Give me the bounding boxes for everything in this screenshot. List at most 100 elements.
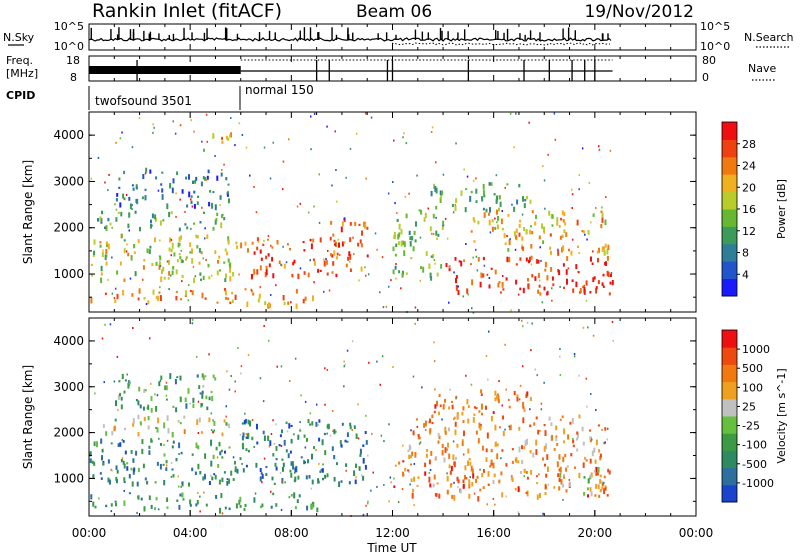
range-gate-cell [412,246,415,252]
range-gate-speckle [180,485,182,488]
range-gate-speckle [317,423,319,426]
range-gate-speckle [588,181,591,184]
range-gate-cell [115,502,117,507]
range-gate-cell [167,277,170,280]
range-gate-cell [408,454,411,459]
range-gate-cell [555,425,558,431]
range-gate-cell [202,275,205,280]
range-gate-cell [290,438,293,444]
range-gate-cell [256,269,259,275]
range-gate-cell [144,195,147,201]
range-gate-speckle [280,264,283,267]
range-gate-speckle [444,217,447,220]
range-gate-cell [267,253,270,257]
range-gate-cell [441,190,444,196]
range-gate-cell [450,483,453,486]
range-gate-cell [147,300,150,305]
range-gate-cell [219,195,222,200]
range-gate-cell [215,218,218,222]
range-gate-cell [533,422,536,426]
range-gate-cell [317,480,320,484]
range-gate-cell [495,199,498,204]
range-gate-speckle [353,253,355,256]
range-gate-cell [155,261,158,266]
range-gate-cell [341,221,344,227]
range-gate-speckle [263,325,265,327]
range-gate-cell [349,425,352,430]
range-gate-speckle [453,271,455,274]
range-gate-cell [332,233,335,237]
time-tick-label: 08:00 [274,526,309,540]
range-gate-cell [143,297,146,300]
range-gate-speckle [126,243,128,246]
range-gate-cell [548,210,551,216]
range-gate-cell [171,187,174,194]
range-gate-speckle [551,287,553,290]
range-gate-cell [523,468,526,473]
range-gate-cell [468,484,471,489]
range-gate-cell [150,504,153,509]
power-ylabel: Slant Range [km] [21,160,35,264]
range-gate-speckle [326,125,328,128]
range-gate-speckle [159,265,162,267]
range-gate-speckle [179,124,182,127]
colorbar-segment [722,347,737,365]
range-gate-cell [290,472,293,478]
range-gate-cell [494,442,497,447]
time-tick-label: 00:00 [679,526,714,540]
range-gate-speckle [511,203,513,206]
range-gate-speckle [452,440,455,443]
range-gate-cell [454,429,457,436]
range-gate-speckle [430,131,433,133]
range-gate-cell [565,269,568,275]
range-gate-cell [210,390,213,394]
range-gate-cell [496,195,499,201]
range-gate-cell [328,424,330,429]
range-gate-cell [162,219,165,222]
range-gate-cell [516,396,519,402]
range-gate-cell [220,222,223,229]
range-gate-cell [181,274,184,278]
range-gate-cell [100,477,103,480]
range-gate-speckle [578,374,580,377]
range-gate-speckle [449,388,451,391]
range-gate-speckle [170,238,173,241]
range-gate-cell [562,456,565,463]
range-gate-cell [191,248,193,254]
range-gate-speckle [329,434,332,437]
range-gate-cell [571,418,574,424]
range-gate-cell [577,271,580,274]
range-gate-cell [490,267,493,270]
range-gate-cell [513,206,516,212]
colorbar-tick-label: 12 [742,225,756,238]
range-gate-cell [227,239,230,243]
range-tick-label: 3000 [53,174,84,188]
range-gate-speckle [483,264,486,267]
range-gate-cell [539,493,541,498]
range-gate-speckle [310,505,312,508]
range-gate-cell [497,395,500,402]
range-gate-cell [359,448,362,455]
range-gate-cell [415,221,417,227]
range-gate-cell [576,431,579,435]
range-gate-cell [200,251,203,255]
range-gate-cell [434,404,437,409]
range-gate-cell [561,415,564,419]
range-gate-cell [529,225,532,228]
range-gate-speckle [261,481,263,484]
range-gate-cell [488,182,491,186]
range-gate-speckle [194,275,197,278]
range-gate-cell [549,246,552,250]
range-gate-cell [271,246,274,249]
range-gate-cell [494,226,497,230]
range-gate-speckle [94,392,96,395]
range-gate-cell [349,254,352,260]
range-gate-cell [155,406,158,412]
range-gate-cell [134,271,137,277]
range-gate-cell [111,430,114,436]
range-gate-speckle [367,502,369,505]
range-gate-speckle [591,438,593,441]
range-gate-cell [158,264,161,270]
range-gate-cell [416,418,418,421]
